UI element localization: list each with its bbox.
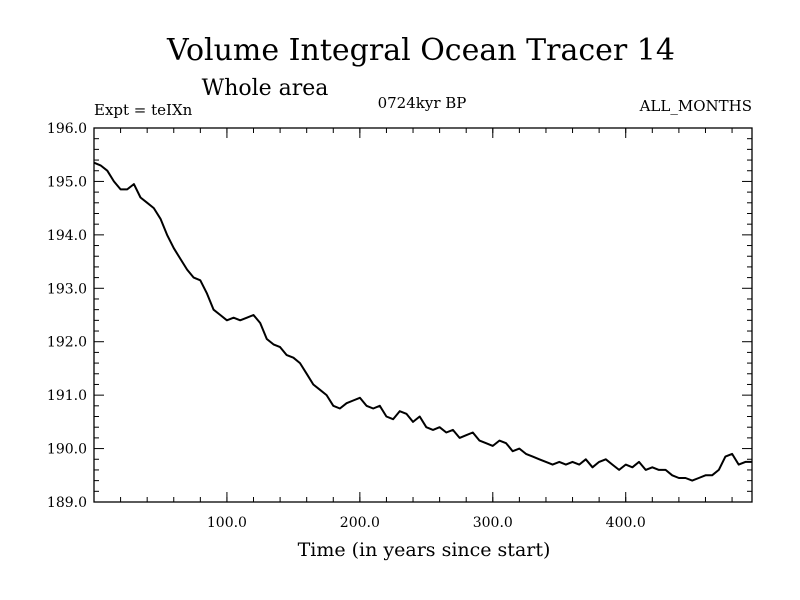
months-label: ALL_MONTHS <box>639 97 752 115</box>
plot-frame <box>93 127 753 503</box>
y-tick-label: 189.0 <box>47 495 87 511</box>
period-label: 0724kyr BP <box>378 94 467 112</box>
y-axis-ticks <box>94 127 752 503</box>
x-axis-tick-labels: 100.0 200.0 300.0 400.0 <box>207 515 646 531</box>
y-tick-label: 190.0 <box>47 442 87 458</box>
y-tick-label: 191.0 <box>47 388 87 404</box>
data-series-line <box>93 161 752 482</box>
x-tick-label: 400.0 <box>606 515 646 531</box>
x-axis-ticks <box>120 128 733 502</box>
y-axis-tick-labels: 189.0 190.0 191.0 192.0 193.0 194.0 195.0 196.0 <box>47 121 87 511</box>
y-tick-label: 194.0 <box>47 228 87 244</box>
y-tick-label: 192.0 <box>47 335 87 351</box>
y-tick-label: 193.0 <box>47 281 87 297</box>
x-tick-label: 200.0 <box>340 515 380 531</box>
x-tick-label: 300.0 <box>473 515 513 531</box>
y-tick-label: 195.0 <box>47 174 87 190</box>
y-tick-label: 196.0 <box>47 121 87 137</box>
chart-subtitle: Whole area <box>202 76 329 101</box>
chart-title: Volume Integral Ocean Tracer 14 <box>166 33 675 68</box>
x-axis-label: Time (in years since start) <box>298 539 551 561</box>
x-tick-label: 100.0 <box>207 515 247 531</box>
experiment-label: Expt = teIXn <box>94 101 193 119</box>
